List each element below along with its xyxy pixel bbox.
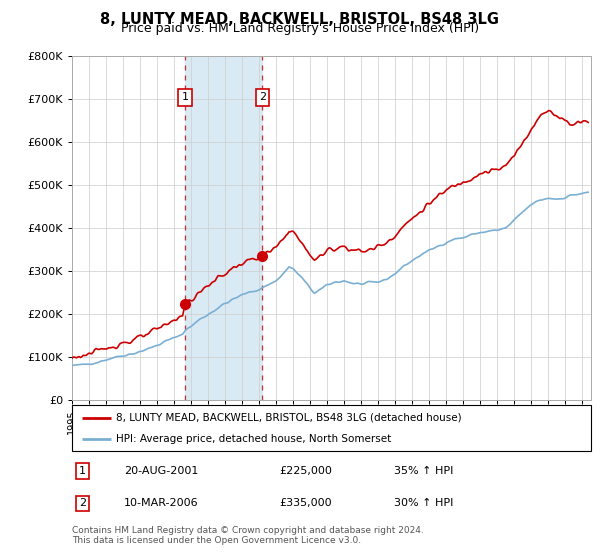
Text: 8, LUNTY MEAD, BACKWELL, BRISTOL, BS48 3LG: 8, LUNTY MEAD, BACKWELL, BRISTOL, BS48 3…	[101, 12, 499, 27]
Text: Contains HM Land Registry data © Crown copyright and database right 2024.: Contains HM Land Registry data © Crown c…	[72, 526, 424, 535]
Text: 30% ↑ HPI: 30% ↑ HPI	[394, 498, 453, 508]
Text: £225,000: £225,000	[280, 466, 332, 476]
Text: £335,000: £335,000	[280, 498, 332, 508]
Text: 1: 1	[79, 466, 86, 476]
Text: 1: 1	[181, 92, 188, 102]
Text: Price paid vs. HM Land Registry's House Price Index (HPI): Price paid vs. HM Land Registry's House …	[121, 22, 479, 35]
Text: 2: 2	[259, 92, 266, 102]
Text: 35% ↑ HPI: 35% ↑ HPI	[394, 466, 453, 476]
Text: 20-AUG-2001: 20-AUG-2001	[124, 466, 198, 476]
Text: 2: 2	[79, 498, 86, 508]
Text: 8, LUNTY MEAD, BACKWELL, BRISTOL, BS48 3LG (detached house): 8, LUNTY MEAD, BACKWELL, BRISTOL, BS48 3…	[116, 413, 462, 423]
Text: This data is licensed under the Open Government Licence v3.0.: This data is licensed under the Open Gov…	[72, 536, 361, 545]
Text: HPI: Average price, detached house, North Somerset: HPI: Average price, detached house, Nort…	[116, 434, 391, 444]
Bar	[185, 56, 262, 400]
Text: 10-MAR-2006: 10-MAR-2006	[124, 498, 199, 508]
